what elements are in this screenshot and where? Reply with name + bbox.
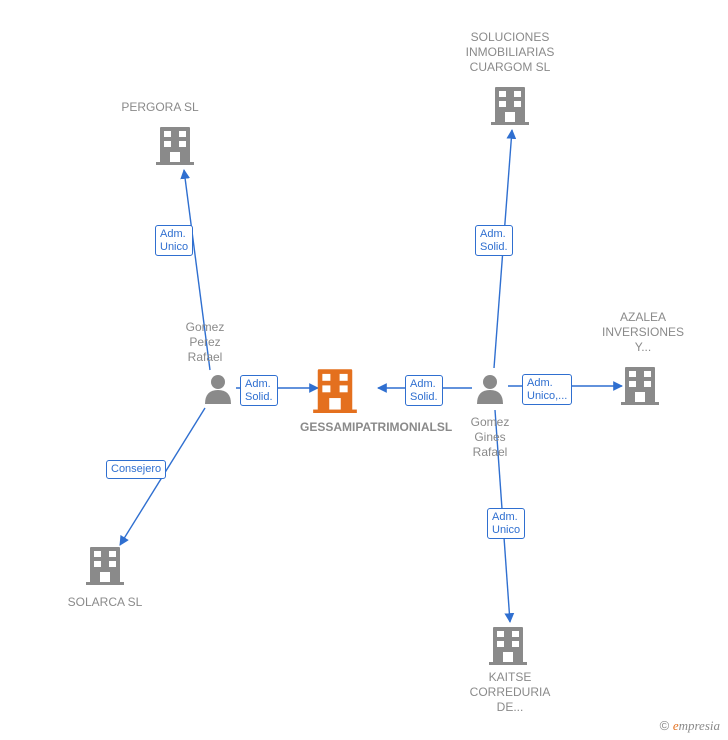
edge-label[interactable]: Consejero <box>106 460 166 479</box>
node-label: SOLUCIONESINMOBILIARIASCUARGOM SL <box>450 30 570 75</box>
edge-label[interactable]: Adm. Solid. <box>405 375 443 406</box>
node-label: GomezGinesRafael <box>455 415 525 460</box>
node-label: AZALEAINVERSIONESY... <box>588 310 698 355</box>
edge-label[interactable]: Adm. Solid. <box>240 375 278 406</box>
building-icon[interactable] <box>86 547 124 585</box>
edge-label[interactable]: Adm. Unico,... <box>522 374 572 405</box>
node-label: KAITSECORREDURIADE... <box>455 670 565 715</box>
node-label: SOLARCA SL <box>60 595 150 610</box>
building-icon[interactable] <box>489 627 527 665</box>
node-label: GomezPerezRafael <box>165 320 245 365</box>
building-icon[interactable] <box>156 127 194 165</box>
person-icon[interactable] <box>205 375 231 404</box>
copyright-symbol: © <box>660 718 670 733</box>
building-icon[interactable] <box>621 367 659 405</box>
brand-rest: mpresia <box>679 718 720 733</box>
credit: © empresia <box>660 718 720 734</box>
building-icon[interactable] <box>491 87 529 125</box>
center-node-label: GESSAMIPATRIMONIALSL <box>300 420 400 435</box>
node-label: PERGORA SL <box>110 100 210 115</box>
edge-label[interactable]: Adm. Unico <box>487 508 525 539</box>
center-building-icon[interactable] <box>313 369 357 413</box>
edge-label[interactable]: Adm. Solid. <box>475 225 513 256</box>
edge-label[interactable]: Adm. Unico <box>155 225 193 256</box>
person-icon[interactable] <box>477 375 503 404</box>
